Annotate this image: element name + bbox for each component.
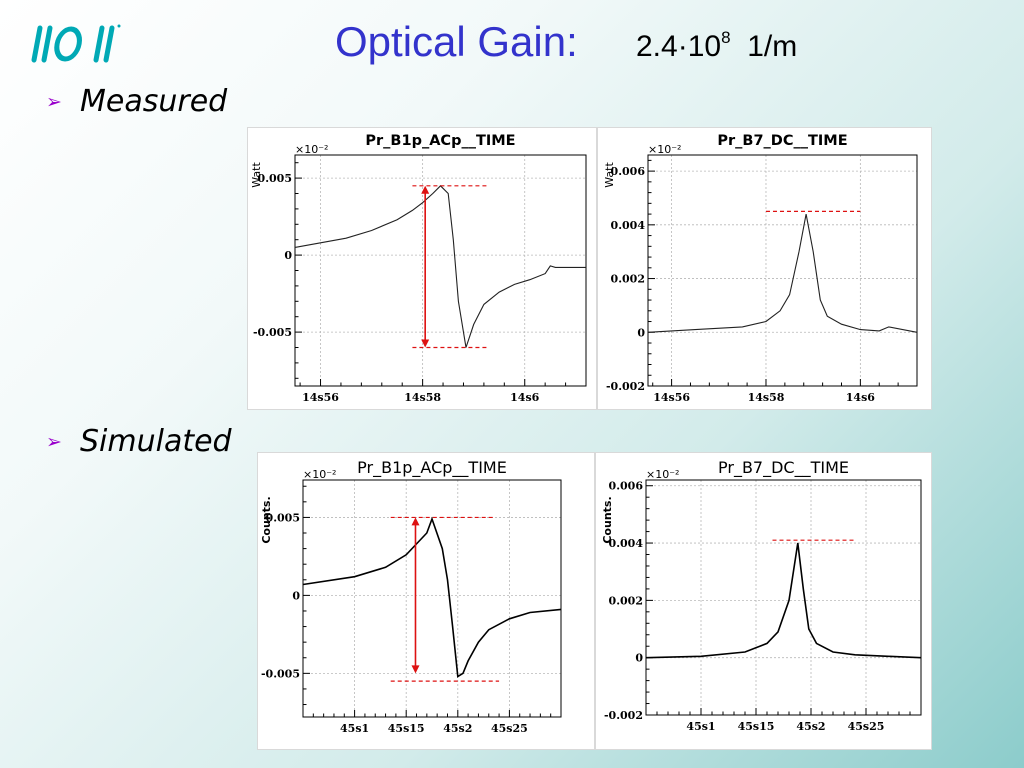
x-tick-label: 45s15: [388, 722, 425, 735]
chart-title: Pr_B1p_ACp__TIME: [357, 458, 507, 478]
signal-trace: [294, 185, 586, 348]
gridlines: [646, 480, 921, 716]
plot-frame: [647, 154, 918, 387]
chart-measured-dc: Pr_B7_DC__TIME 14s56 14s58 14s6 0.006 0.004 0.…: [603, 133, 918, 404]
gridlines: [648, 155, 917, 387]
y-tick-label: 0: [292, 589, 300, 602]
amplitude-arrowhead-top: [421, 185, 430, 194]
y-tick-label: 0: [284, 249, 292, 262]
slide-title: Optical Gain:: [335, 18, 578, 65]
y-axis-label: Watt: [603, 162, 616, 188]
y-axis-label: Counts.: [260, 496, 273, 543]
x-tick-label: 45s25: [848, 720, 885, 733]
signal-trace: [645, 542, 922, 659]
y-tick-label: 0.004: [609, 537, 644, 550]
signal-trace: [647, 213, 918, 333]
x-tick-label: 14s58: [404, 391, 441, 404]
y-axis-label: Counts.: [601, 496, 614, 543]
chart-panel-measured-acp: Pr_B1p_ACp__TIME 14s56 14s58 14s6 0.005 0 -0.0…: [247, 127, 597, 410]
y-tick-label: 0.005: [266, 511, 300, 524]
chart-title: Pr_B1p_ACp__TIME: [365, 133, 515, 149]
x-tick-label: 14s6: [846, 391, 876, 404]
institution-logo-icon: [31, 24, 121, 63]
y-axis-label: Watt: [250, 162, 263, 188]
chart-title: Pr_B7_DC__TIME: [718, 458, 849, 478]
x-tick-label: 45s15: [738, 720, 775, 733]
y-multiplier-label: ×10⁻²: [646, 468, 679, 481]
chart-measured-acp: Pr_B1p_ACp__TIME 14s56 14s58 14s6 0.005 0 -0.0…: [250, 133, 587, 404]
x-tick-label: 14s56: [302, 391, 339, 404]
x-tick-label: 45s25: [491, 722, 528, 735]
plot-frame: [294, 154, 587, 387]
x-tick-label: 45s1: [686, 720, 715, 733]
y-tick-label: -0.005: [253, 326, 292, 339]
chart-panel-simulated-dc: Pr_B7_DC__TIME 45s1 45s15 45s2 45s25 0.006 0.0…: [595, 452, 932, 750]
x-tick-label: 45s1: [340, 722, 369, 735]
x-tick-label: 45s2: [443, 722, 472, 735]
x-tick-label: 14s6: [510, 391, 540, 404]
chart-panel-measured-dc: Pr_B7_DC__TIME 14s56 14s58 14s6 0.006 0.004 0.…: [597, 127, 932, 410]
y-tick-label: 0.006: [609, 480, 644, 493]
y-tick-label: 0.002: [609, 594, 643, 607]
gain-value: 2.4·10: [636, 30, 722, 63]
bullet-arrow-icon: ➢: [46, 430, 62, 453]
gridlines: [295, 155, 586, 386]
optical-gain-value: 2.4·108 1/m: [636, 28, 798, 64]
amplitude-arrowhead-bottom: [421, 339, 430, 348]
amplitude-arrowhead-bottom: [411, 665, 420, 674]
y-multiplier-label: ×10⁻²: [303, 468, 336, 481]
gain-exponent: 8: [721, 28, 731, 47]
y-multiplier-label: ×10⁻²: [648, 143, 681, 156]
gain-unit: 1/m: [747, 30, 798, 63]
chart-simulated-dc: Pr_B7_DC__TIME 45s1 45s15 45s2 45s25 0.006 0.0…: [601, 458, 922, 733]
y-multiplier-label: ×10⁻²: [295, 143, 328, 156]
gridlines: [303, 480, 561, 717]
y-tick-label: 0: [637, 326, 645, 339]
y-tick-label: -0.002: [604, 709, 643, 722]
x-tick-label: 14s58: [748, 391, 785, 404]
bullet-measured: ➢ Measured: [46, 84, 227, 119]
chart-simulated-acp: Pr_B1p_ACp__TIME 45s1 45s15 45s2 45s25 0.005 0…: [260, 458, 562, 735]
x-tick-label: 14s56: [653, 391, 690, 404]
y-tick-label: 0.004: [611, 219, 646, 232]
bullet-label: Simulated: [80, 424, 232, 459]
y-tick-label: -0.002: [606, 380, 645, 393]
y-tick-label: 0: [635, 652, 643, 665]
bullet-label: Measured: [80, 84, 228, 119]
amplitude-arrowhead-top: [411, 517, 420, 526]
y-tick-label: 0.002: [611, 273, 645, 286]
chart-panel-simulated-acp: Pr_B1p_ACp__TIME 45s1 45s15 45s2 45s25 0.005 0…: [257, 452, 595, 750]
x-tick-label: 45s2: [796, 720, 825, 733]
bullet-arrow-icon: ➢: [46, 90, 62, 113]
chart-title: Pr_B7_DC__TIME: [717, 133, 847, 149]
signal-trace: [302, 516, 562, 678]
plot-frame: [645, 479, 922, 716]
y-tick-label: 0.006: [611, 165, 646, 178]
bullet-simulated: ➢ Simulated: [46, 424, 232, 459]
y-tick-label: -0.005: [261, 667, 300, 680]
plot-frame: [302, 479, 562, 718]
y-tick-label: 0.005: [258, 172, 292, 185]
